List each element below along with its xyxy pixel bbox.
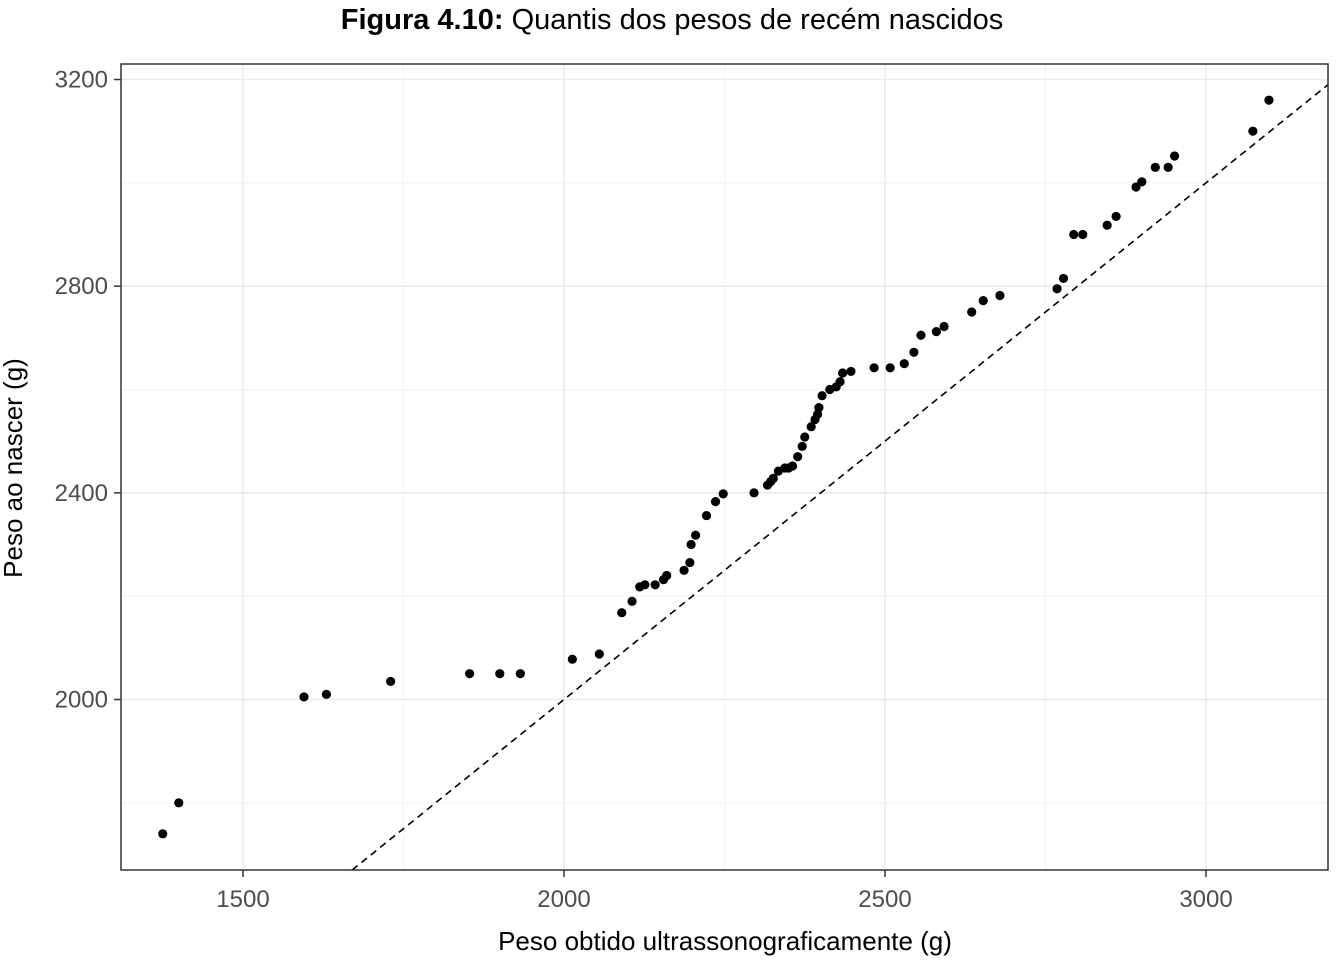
data-point [465,669,475,679]
data-point [617,608,627,618]
y-tick-label: 2400 [55,480,108,507]
data-point [1150,162,1160,172]
panel-border [120,63,1329,871]
x-tick-label: 3000 [1179,886,1232,913]
data-point [1111,211,1121,222]
data-point [909,347,919,357]
data-point [1052,284,1062,294]
data-point [158,829,168,839]
data-point [806,422,816,432]
data-point [1248,126,1258,136]
data-point [793,452,803,462]
data-point [797,441,807,451]
data-point [686,539,696,550]
chart-title-rest: Quantis dos pesos de recém nascidos [503,4,1004,36]
data-point [299,692,309,702]
data-points [158,95,1274,839]
chart-title-bold: Figura 4.10: [340,4,504,36]
data-point [899,359,909,369]
data-point [701,510,712,521]
grid-major [121,64,1328,870]
data-point [869,363,879,373]
y-axis-label: Peso ao nascer (g) [0,358,28,578]
data-point [1264,95,1274,105]
data-point [939,321,949,332]
data-point [885,363,895,373]
data-point [321,689,332,699]
data-point [846,366,856,377]
data-point [814,402,824,413]
data-point [691,530,701,540]
y-tick-label: 3200 [55,67,108,94]
data-point [1069,229,1079,240]
data-point [495,669,505,679]
data-point [515,669,525,679]
data-point [967,307,977,317]
chart-title: Figura 4.10: Quantis dos pesos de recém … [0,4,1344,37]
data-point [916,330,926,340]
data-point [1058,273,1069,284]
reference-line [351,84,1329,871]
data-point [650,580,660,590]
data-point [838,368,848,378]
data-point [386,676,396,687]
y-tick-label: 2000 [55,687,108,714]
data-point [1078,229,1088,240]
data-point [931,327,941,337]
data-point [1137,177,1147,187]
data-point [710,497,721,507]
data-point [749,488,759,498]
data-point [567,654,577,664]
data-point [1163,162,1173,172]
x-axis-label: Peso obtido ultrassonograficamente (g) [498,926,952,956]
data-point [995,290,1005,301]
y-axis-ticks: 2000 2400 2800 3200 [55,67,121,714]
data-point [787,461,798,471]
x-tick-label: 2500 [858,886,911,913]
data-point [662,570,672,581]
x-tick-label: 1500 [216,886,269,913]
data-point [800,432,810,442]
x-tick-label: 2000 [537,886,590,913]
y-tick-label: 2800 [55,273,108,300]
data-point [1102,220,1112,230]
data-point [835,377,845,387]
data-point [1169,151,1180,161]
data-point [640,580,650,590]
data-point [718,489,728,499]
data-point [679,565,689,575]
grid-minor [121,64,1328,870]
x-axis-ticks: 1500 2000 2500 3000 [216,870,1233,913]
data-point [594,649,604,659]
data-point [817,391,827,401]
data-point [174,798,184,808]
data-point [978,296,988,306]
data-point [627,596,637,606]
data-point [685,557,695,568]
data-point [768,473,778,483]
